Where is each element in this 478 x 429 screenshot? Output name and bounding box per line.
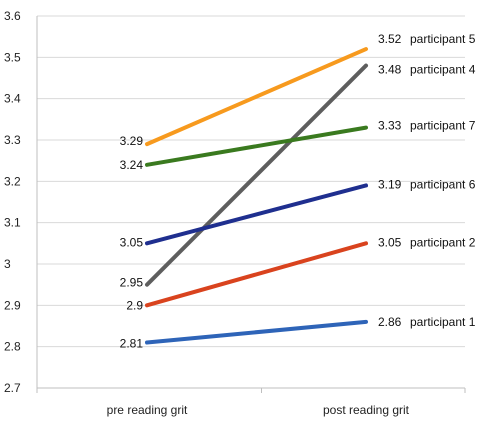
- data-label-post: 3.52: [378, 32, 402, 46]
- series-line: [145, 241, 368, 308]
- x-category-label: post reading grit: [323, 403, 410, 417]
- y-tick-label: 2.7: [4, 381, 21, 395]
- series-name-label: participant 4: [410, 63, 476, 77]
- data-label-post: 3.48: [378, 63, 402, 77]
- series-line: [145, 125, 368, 167]
- data-label-pre: 3.29: [120, 134, 144, 148]
- x-category-label: pre reading grit: [107, 403, 188, 417]
- y-tick-label: 3.3: [4, 133, 21, 147]
- data-label-post: 3.05: [378, 235, 402, 249]
- series-name-label: participant 5: [410, 32, 476, 46]
- series-line: [145, 183, 368, 246]
- y-tick-label: 2.8: [4, 340, 21, 354]
- data-label-pre: 2.9: [126, 298, 143, 312]
- series-line: [145, 63, 368, 287]
- series-line: [145, 47, 368, 147]
- data-label-post: 2.86: [378, 315, 402, 329]
- y-tick-labels: 2.7 2.8 2.9 3 3.1 3.2 3.3 3.4 3.5 3.6: [4, 9, 21, 395]
- series-name-label: participant 2: [410, 235, 476, 249]
- data-label-pre: 2.81: [120, 337, 144, 351]
- data-label-post: 3.33: [378, 119, 402, 133]
- data-label-pre: 2.95: [120, 276, 144, 290]
- y-tick-label: 3.1: [4, 216, 21, 230]
- y-tick-label: 3.2: [4, 174, 21, 188]
- data-label-pre: 3.24: [120, 158, 144, 172]
- y-tick-label: 3.6: [4, 9, 21, 23]
- series-name-label: participant 1: [410, 315, 476, 329]
- x-category-labels: pre reading grit post reading grit: [107, 403, 410, 417]
- series-line: [145, 319, 368, 345]
- series-name-label: participant 6: [410, 177, 476, 191]
- y-tick-label: 3.5: [4, 50, 21, 64]
- y-tick-label: 3: [4, 257, 11, 271]
- data-label-post: 3.19: [378, 177, 402, 191]
- data-label-pre: 3.05: [120, 235, 144, 249]
- y-tick-label: 3.4: [4, 92, 21, 106]
- series-lines: [145, 47, 368, 345]
- series-name-label: participant 7: [410, 119, 476, 133]
- axes: [36, 16, 466, 393]
- y-tick-label: 2.9: [4, 298, 21, 312]
- data-labels: 3.29 3.52 participant 5 2.95 3.48 participant…: [120, 32, 476, 350]
